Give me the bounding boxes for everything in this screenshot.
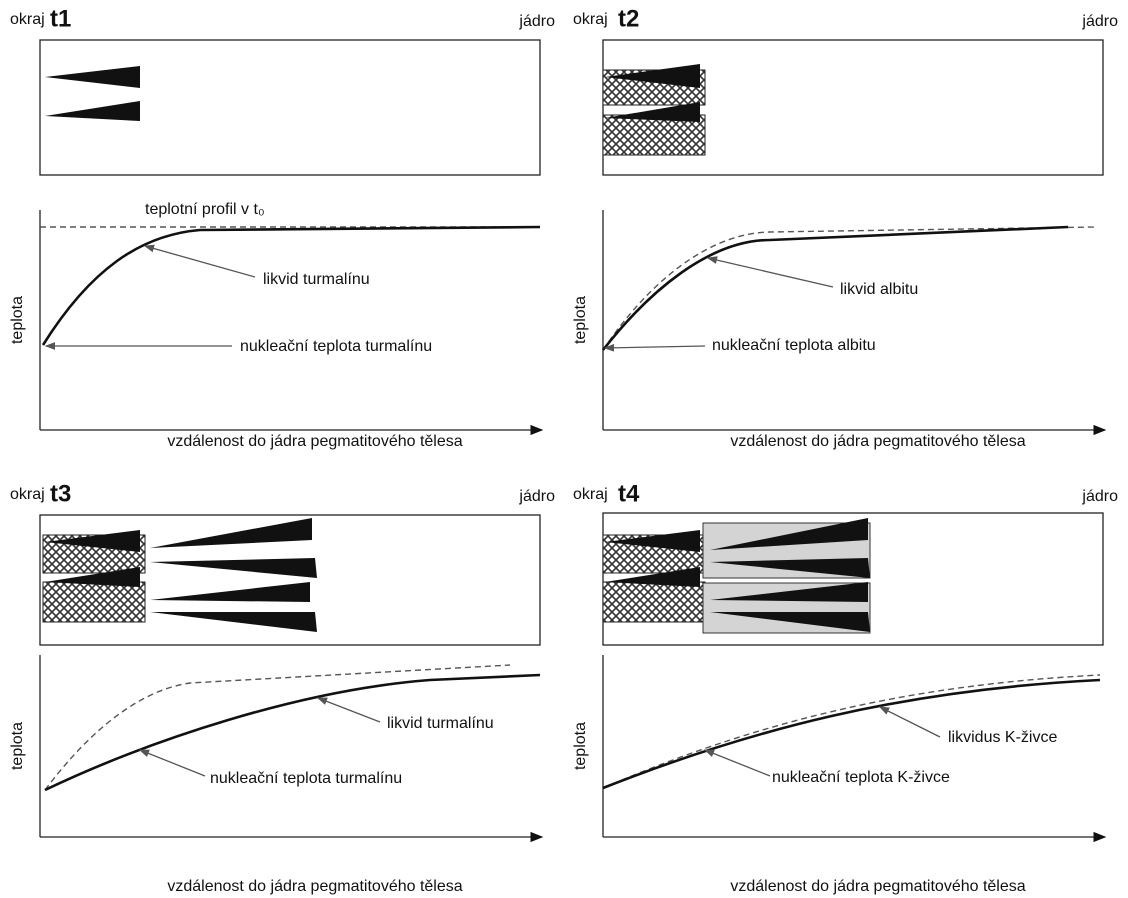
crystal-wedge	[150, 582, 310, 602]
pointer-arrow	[705, 750, 770, 776]
crystal-wedge	[150, 518, 312, 548]
pointer-arrow	[880, 707, 940, 737]
y-axis-label: teplota	[9, 296, 26, 344]
temperature-curve	[603, 227, 1068, 350]
pointer-arrow	[140, 750, 205, 776]
time-label: t2	[618, 5, 639, 32]
y-axis-label: teplota	[572, 722, 589, 770]
pointer-arrow	[708, 258, 833, 287]
time-label: t3	[50, 480, 71, 507]
x-axis-label: vzdálenost do jádra pegmatitového tělesa	[167, 433, 462, 450]
pointer-arrow	[318, 698, 380, 722]
edge-label: okraj	[573, 11, 608, 28]
annotation: nukleační teplota turmalínu	[210, 770, 402, 787]
annotation: likvidus K-živce	[948, 729, 1057, 746]
hatched-zone	[603, 582, 705, 622]
edge-label: okraj	[573, 486, 608, 503]
annotation: nukleační teplota turmalínu	[240, 338, 432, 355]
core-label: jádro	[1081, 488, 1118, 505]
hatched-zone	[43, 582, 145, 622]
crystal-wedge	[45, 101, 140, 121]
annotation: likvid turmalínu	[263, 271, 370, 288]
edge-label: okraj	[10, 486, 45, 503]
edge-label: okraj	[10, 11, 45, 28]
annotation: nukleační teplota albitu	[712, 337, 876, 354]
crystal-wedge	[150, 558, 317, 578]
x-axis-label: vzdálenost do jádra pegmatitového tělesa	[730, 433, 1025, 450]
crystal-wedge	[150, 612, 317, 632]
x-axis-label: vzdálenost do jádra pegmatitového tělesa	[730, 878, 1025, 895]
annotation: nukleační teplota K-živce	[772, 769, 950, 786]
core-label: jádro	[1081, 13, 1118, 30]
annotation: teplotní profil v t₀	[145, 201, 265, 218]
crystal-wedge	[45, 66, 140, 88]
time-label: t1	[50, 5, 71, 32]
pointer-arrow	[605, 346, 705, 348]
core-label: jádro	[518, 13, 555, 30]
pointer-arrow	[145, 246, 255, 277]
annotation: likvid turmalínu	[387, 715, 494, 732]
y-axis-label: teplota	[9, 722, 26, 770]
time-label: t4	[618, 480, 640, 507]
figure: okraj t1 jádro teplota vzdálenost do jádra p…	[0, 0, 1128, 898]
x-axis-label: vzdálenost do jádra pegmatitového tělesa	[167, 878, 462, 895]
core-label: jádro	[518, 488, 555, 505]
y-axis-label: teplota	[572, 296, 589, 344]
annotation: likvid albitu	[840, 281, 918, 298]
